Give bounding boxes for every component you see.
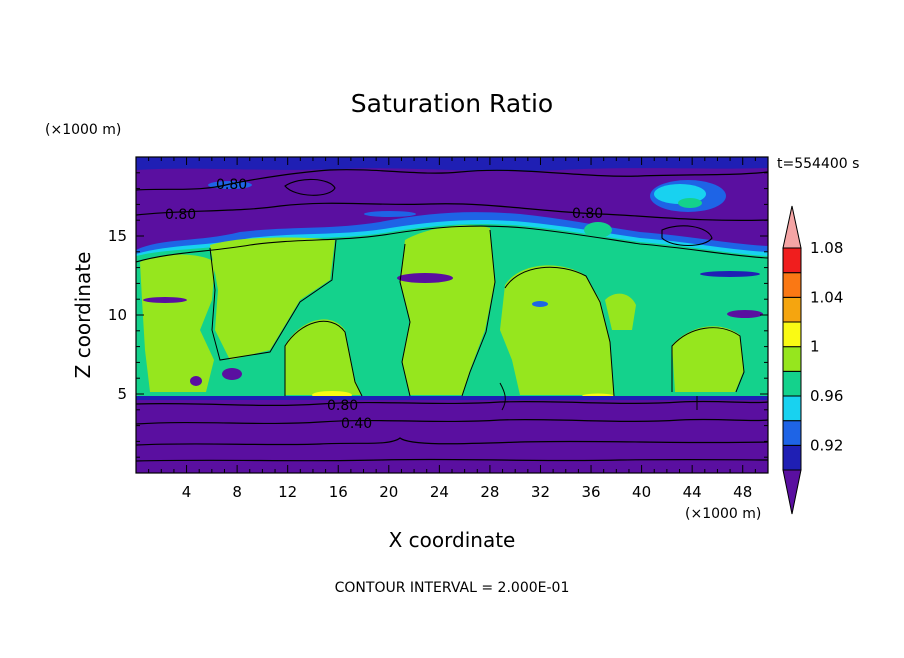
supersat-patch (400, 225, 495, 395)
time-label: t=554400 s (777, 156, 859, 172)
contour-line (136, 400, 768, 406)
contour-line (499, 382, 506, 411)
contour-line (136, 418, 768, 425)
upper-blue-band (136, 157, 768, 172)
supersat-patch (605, 293, 636, 330)
x-axis-title: X coordinate (389, 528, 516, 552)
upper-cloud (678, 198, 702, 208)
contour-line (136, 169, 768, 191)
contour-line (671, 327, 745, 393)
colorbar-band (782, 444, 802, 471)
x-tick-label: 20 (379, 483, 398, 501)
y-tick-label: 5 (117, 385, 127, 403)
dry-pocket (532, 301, 548, 307)
colorbar-tick-label: 1.04 (810, 288, 843, 306)
chart-title: Saturation Ratio (351, 89, 553, 118)
x-tick-label: 40 (632, 483, 651, 501)
contour-line (461, 229, 496, 397)
colorbar-band (782, 346, 802, 372)
colorbar-tick-label: 0.96 (810, 387, 843, 405)
contour-label: 0.80 (327, 398, 358, 414)
x-tick-label: 44 (683, 483, 702, 501)
colorbar-tick-label: 0.92 (810, 436, 843, 454)
contour-label: 0.80 (165, 207, 196, 223)
contour-line (661, 225, 713, 247)
x-tick-label: 28 (480, 483, 499, 501)
colorbar-band (782, 321, 802, 348)
contour-line (399, 243, 411, 397)
colorbar-extend-high (782, 205, 802, 249)
supersat-patch (500, 265, 614, 395)
x-tick-label: 24 (430, 483, 449, 501)
y-tick-label: 15 (108, 227, 127, 245)
contour-label: 0.80 (572, 206, 603, 222)
x-tick-label: 12 (278, 483, 297, 501)
dry-pocket (727, 310, 763, 318)
colorbar: 0.92 0.96 1 1.04 1.08 (782, 205, 843, 515)
saturation-field (136, 157, 768, 473)
y-axis: 5 10 15 (108, 172, 768, 458)
dry-pocket (397, 273, 453, 283)
contour-interval-footer: CONTOUR INTERVAL = 2.000E-01 (335, 580, 570, 596)
contour-line (209, 239, 337, 361)
supersat-patch (210, 237, 335, 360)
supersat-patch (140, 254, 215, 392)
dry-pocket (222, 368, 242, 380)
supersat-patch (285, 319, 362, 395)
contour-line (504, 266, 615, 397)
x-tick-label: 48 (733, 483, 752, 501)
x-tick-label: 36 (581, 483, 600, 501)
y-unit-label: (×1000 m) (45, 122, 121, 138)
contour-label: 0.80 (216, 177, 247, 193)
contour-line (136, 458, 768, 462)
colorbar-band (782, 420, 802, 446)
contour-line (136, 202, 768, 221)
x-tick-label: 8 (232, 483, 242, 501)
colorbar-band (782, 370, 802, 397)
contour-label: 0.40 (341, 416, 372, 432)
upper-cloud (364, 211, 416, 217)
colorbar-band (782, 247, 802, 274)
x-tick-label: 16 (329, 483, 348, 501)
contour-line (136, 437, 768, 446)
dry-pocket (700, 271, 760, 277)
contour-line (284, 178, 336, 196)
dry-pocket (190, 376, 202, 386)
dry-pocket (143, 297, 187, 303)
y-tick-label: 10 (108, 306, 127, 324)
colorbar-band (782, 395, 802, 422)
contour-line (136, 225, 768, 263)
colorbar-tick-label: 1 (810, 338, 820, 356)
upper-cloud (584, 222, 612, 238)
x-axis: 4 8 12 16 20 24 28 32 36 40 44 48 (148, 157, 756, 501)
y-axis-title: Z coordinate (71, 252, 95, 379)
colorbar-tick-label: 1.08 (810, 239, 843, 257)
x-tick-label: 32 (531, 483, 550, 501)
x-unit-label: (×1000 m) (685, 506, 761, 522)
colorbar-band (782, 296, 802, 323)
colorbar-band (782, 272, 802, 298)
supersat-patch (672, 326, 744, 392)
colorbar-extend-low (782, 469, 802, 515)
contour-line (284, 320, 363, 397)
cloud-base-edge (136, 396, 768, 400)
x-tick-label: 4 (182, 483, 192, 501)
